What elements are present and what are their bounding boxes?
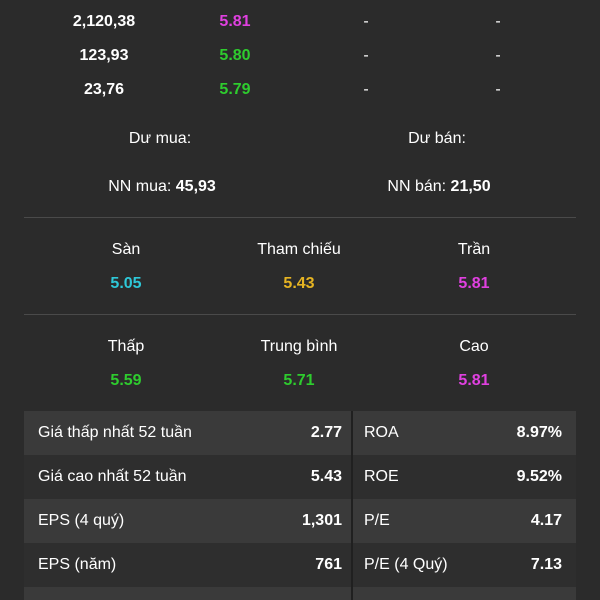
order-book-row: 2,120,38 5.81 - - — [0, 5, 600, 39]
floor-label: Sàn — [111, 241, 141, 258]
ask-volume: - — [495, 81, 501, 98]
stat-value: 4.17 — [530, 512, 562, 529]
foreign-sell-value: 21,50 — [450, 178, 491, 195]
sell-surplus-label: Dư bán: — [408, 130, 466, 147]
stat-label: EPS (năm) — [38, 556, 117, 573]
ask-price: - — [363, 47, 369, 64]
foreign-buy-label: NN mua: — [108, 178, 176, 195]
reference-label: Tham chiếu — [257, 241, 341, 258]
low-label: Thấp — [107, 338, 145, 355]
reference-price: 5.43 — [283, 275, 315, 292]
bid-price: 5.79 — [219, 81, 251, 98]
stat-value: 5.43 — [310, 468, 342, 485]
ask-price: - — [363, 13, 369, 30]
stat-value: 7.13 — [530, 556, 562, 573]
order-book-row: 123,93 5.80 - - — [0, 39, 600, 73]
stat-label: P/E — [364, 512, 390, 529]
ask-price: - — [363, 81, 369, 98]
table-row: EPS (năm) 761 P/E (4 Quý) 7.13 — [24, 543, 576, 587]
foreign-sell-label: NN bán: — [387, 178, 451, 195]
bid-price: 5.81 — [219, 13, 251, 30]
foreign-buy-value: 45,93 — [175, 178, 216, 195]
stat-value: 2.77 — [310, 424, 342, 441]
table-row: Giá cao nhất 52 tuần 5.43 ROE 9.52% — [24, 455, 576, 499]
stat-label: ROE — [364, 468, 399, 485]
ceiling-price: 5.81 — [458, 275, 490, 292]
table-row: Giá thấp nhất 52 tuần 2.77 ROA 8.97% — [24, 411, 576, 455]
ask-volume: - — [495, 47, 501, 64]
stat-label: EPS (4 quý) — [38, 512, 125, 529]
ask-volume: - — [495, 13, 501, 30]
bid-volume: 2,120,38 — [72, 13, 136, 30]
bid-volume: 23,76 — [83, 81, 125, 98]
bid-price: 5.80 — [219, 47, 251, 64]
column-divider — [351, 411, 353, 455]
average-price: 5.71 — [283, 372, 315, 389]
column-divider — [351, 587, 353, 600]
divider — [24, 314, 576, 315]
column-divider — [351, 455, 353, 499]
table-row: EPS (4 quý) 1,301 P/E 4.17 — [24, 499, 576, 543]
stat-value: 1,301 — [301, 512, 342, 529]
table-row — [24, 587, 576, 600]
foreign-sell: NN bán: 21,50 — [387, 178, 490, 196]
ceiling-label: Trần — [457, 241, 491, 258]
column-divider — [351, 543, 353, 587]
stat-label: P/E (4 Quý) — [364, 556, 448, 573]
stat-value: 8.97% — [516, 424, 562, 441]
average-label: Trung bình — [260, 338, 338, 355]
high-label: Cao — [459, 338, 489, 355]
stat-label: Giá cao nhất 52 tuần — [38, 468, 187, 485]
stat-label: ROA — [364, 424, 399, 441]
stat-value: 761 — [315, 556, 342, 573]
stat-label: Giá thấp nhất 52 tuần — [38, 424, 192, 441]
bid-volume: 123,93 — [79, 47, 129, 64]
high-price: 5.81 — [458, 372, 490, 389]
low-price: 5.59 — [110, 372, 142, 389]
floor-price: 5.05 — [110, 275, 142, 292]
order-book-row: 23,76 5.79 - - — [0, 73, 600, 107]
stat-value: 9.52% — [516, 468, 562, 485]
column-divider — [351, 499, 353, 543]
buy-surplus-label: Dư mua: — [128, 130, 192, 147]
foreign-buy: NN mua: 45,93 — [108, 178, 216, 196]
stats-table: Giá thấp nhất 52 tuần 2.77 ROA 8.97% Giá… — [24, 411, 576, 600]
divider — [24, 217, 576, 218]
